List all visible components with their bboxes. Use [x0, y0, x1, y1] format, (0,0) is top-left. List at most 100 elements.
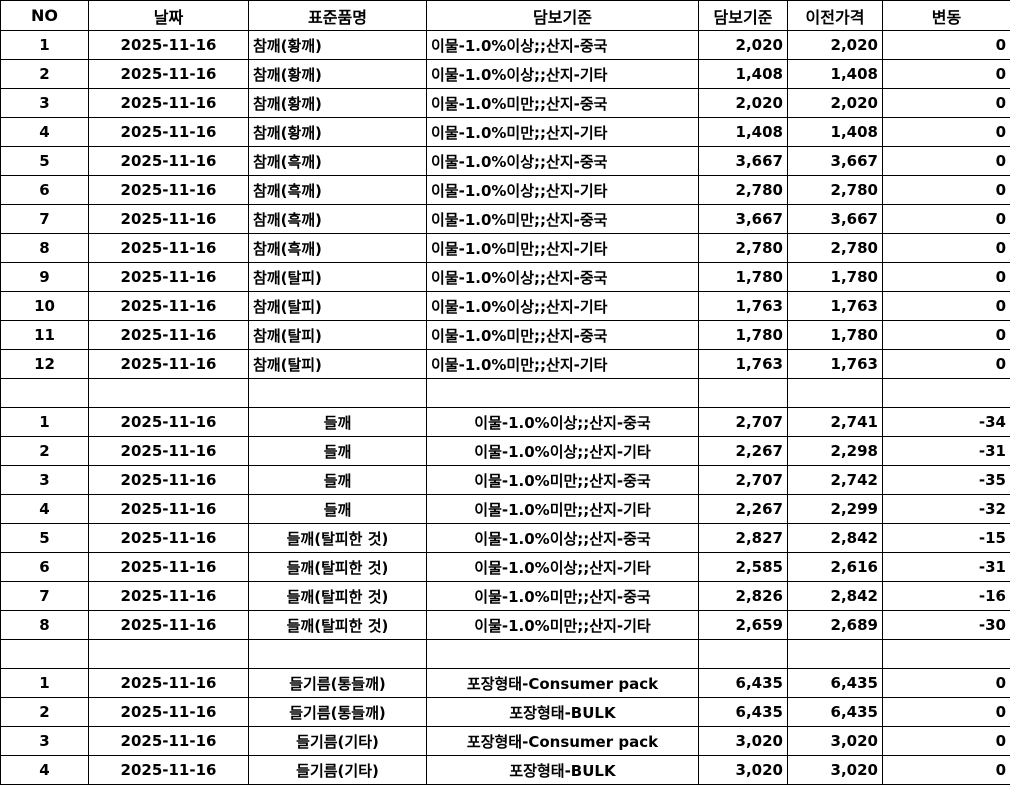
cell-criteria: 이물-1.0%이상;;산지-기타 [427, 176, 699, 205]
cell-criteria: 이물-1.0%미만;;산지-기타 [427, 118, 699, 147]
cell-price: 3,020 [699, 756, 788, 785]
cell-prev-price: 2,020 [788, 31, 883, 60]
cell-price: 2,659 [699, 611, 788, 640]
cell-product: 들깨(탈피한 것) [249, 524, 427, 553]
cell-no: 4 [1, 118, 89, 147]
header-prev-price: 이전가격 [788, 1, 883, 31]
cell-product: 들깨 [249, 408, 427, 437]
cell-date: 2025-11-16 [89, 756, 249, 785]
cell-product: 참깨(탈피) [249, 350, 427, 379]
cell-date: 2025-11-16 [89, 60, 249, 89]
cell-no: 6 [1, 553, 89, 582]
cell-prev-price: 2,780 [788, 176, 883, 205]
cell-change: -31 [883, 553, 1010, 582]
cell-criteria: 이물-1.0%미만;;산지-중국 [427, 205, 699, 234]
cell-prev-price: 3,667 [788, 205, 883, 234]
cell-date: 2025-11-16 [89, 205, 249, 234]
cell-prev-price: 2,842 [788, 582, 883, 611]
cell-date: 2025-11-16 [89, 31, 249, 60]
cell-change: -34 [883, 408, 1010, 437]
cell-no: 3 [1, 89, 89, 118]
cell-prev-price: 1,763 [788, 350, 883, 379]
cell-product: 들깨 [249, 466, 427, 495]
cell-product: 들기름(기타) [249, 756, 427, 785]
cell-no: 4 [1, 495, 89, 524]
cell-product: 참깨(탈피) [249, 321, 427, 350]
cell-criteria: 이물-1.0%미만;;산지-기타 [427, 495, 699, 524]
cell-date: 2025-11-16 [89, 524, 249, 553]
cell-product: 참깨(흑깨) [249, 205, 427, 234]
cell-change: -31 [883, 437, 1010, 466]
cell-prev-price: 1,763 [788, 292, 883, 321]
cell-price: 2,826 [699, 582, 788, 611]
cell-change: 0 [883, 147, 1010, 176]
header-change: 변동 [883, 1, 1010, 31]
cell-no: 1 [1, 669, 89, 698]
cell-criteria: 이물-1.0%미만;;산지-중국 [427, 582, 699, 611]
cell-product: 들깨(탈피한 것) [249, 582, 427, 611]
blank-row [1, 379, 1010, 408]
cell-date: 2025-11-16 [89, 321, 249, 350]
empty-cell [883, 379, 1010, 408]
cell-date: 2025-11-16 [89, 234, 249, 263]
empty-cell [249, 640, 427, 669]
cell-change: 0 [883, 350, 1010, 379]
cell-criteria: 이물-1.0%이상;;산지-기타 [427, 553, 699, 582]
cell-price: 2,020 [699, 89, 788, 118]
header-row: NO 날짜 표준품명 담보기준 담보기준 이전가격 변동 [1, 1, 1010, 31]
cell-no: 2 [1, 60, 89, 89]
cell-criteria: 이물-1.0%미만;;산지-기타 [427, 350, 699, 379]
cell-prev-price: 3,020 [788, 727, 883, 756]
cell-criteria: 이물-1.0%미만;;산지-중국 [427, 321, 699, 350]
empty-cell [883, 640, 1010, 669]
cell-product: 참깨(흑깨) [249, 234, 427, 263]
cell-change: 0 [883, 118, 1010, 147]
cell-prev-price: 1,408 [788, 118, 883, 147]
cell-product: 들깨(탈피한 것) [249, 553, 427, 582]
cell-product: 참깨(흑깨) [249, 147, 427, 176]
cell-date: 2025-11-16 [89, 292, 249, 321]
empty-cell [89, 379, 249, 408]
blank-row [1, 640, 1010, 669]
cell-criteria: 이물-1.0%이상;;산지-기타 [427, 60, 699, 89]
cell-prev-price: 2,689 [788, 611, 883, 640]
empty-cell [1, 640, 89, 669]
cell-product: 들기름(기타) [249, 727, 427, 756]
cell-product: 들깨 [249, 495, 427, 524]
cell-change: 0 [883, 321, 1010, 350]
cell-product: 들기름(통들깨) [249, 669, 427, 698]
cell-change: 0 [883, 176, 1010, 205]
cell-prev-price: 1,408 [788, 60, 883, 89]
header-no: NO [1, 1, 89, 31]
cell-date: 2025-11-16 [89, 118, 249, 147]
cell-prev-price: 2,298 [788, 437, 883, 466]
empty-cell [788, 379, 883, 408]
cell-criteria: 포장형태-Consumer pack [427, 727, 699, 756]
cell-prev-price: 3,020 [788, 756, 883, 785]
cell-product: 들깨 [249, 437, 427, 466]
cell-product: 참깨(황깨) [249, 89, 427, 118]
cell-product: 참깨(황깨) [249, 118, 427, 147]
cell-no: 3 [1, 727, 89, 756]
cell-date: 2025-11-16 [89, 727, 249, 756]
cell-price: 1,408 [699, 60, 788, 89]
cell-prev-price: 2,616 [788, 553, 883, 582]
cell-change: 0 [883, 205, 1010, 234]
cell-no: 8 [1, 611, 89, 640]
header-product: 표준품명 [249, 1, 427, 31]
cell-no: 5 [1, 524, 89, 553]
cell-no: 7 [1, 205, 89, 234]
cell-date: 2025-11-16 [89, 553, 249, 582]
cell-date: 2025-11-16 [89, 263, 249, 292]
